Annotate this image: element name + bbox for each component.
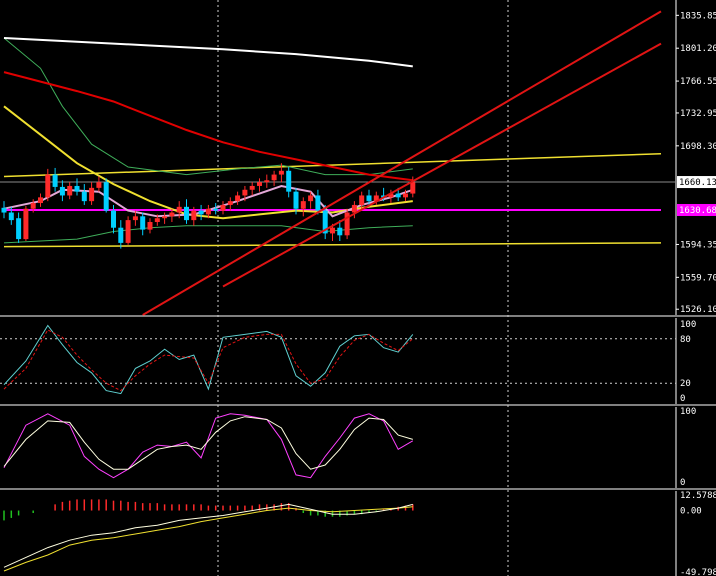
stoch-tick-label: 20 xyxy=(680,379,691,389)
channel-line-1 xyxy=(222,42,662,288)
candle-body xyxy=(162,216,168,219)
candle-body xyxy=(147,222,153,230)
candle-body xyxy=(89,187,95,202)
highlight-price-label: 1630.68 xyxy=(679,206,716,216)
candle-body xyxy=(337,227,343,236)
horizontal-level-1 xyxy=(3,242,662,248)
candle-body xyxy=(249,185,255,190)
candle-body xyxy=(184,206,189,221)
candle-body xyxy=(67,185,73,196)
ma-slow-line xyxy=(3,71,413,182)
candle-body xyxy=(118,227,124,243)
candle-body xyxy=(286,170,292,192)
candle-body xyxy=(410,182,416,194)
candle-body xyxy=(96,182,102,188)
candle-body xyxy=(154,218,160,223)
candle-body xyxy=(330,227,335,234)
price-tick-label: 1698.30 xyxy=(680,142,716,152)
candle-body xyxy=(264,180,270,183)
candle-body xyxy=(257,182,262,186)
candle-body xyxy=(388,193,394,198)
ma-mid-line xyxy=(3,105,413,220)
candle-body xyxy=(308,195,314,202)
candle-body xyxy=(359,195,365,205)
bollinger-upper-line xyxy=(3,37,413,176)
candle-body xyxy=(8,212,14,221)
kd-series-1 xyxy=(3,416,413,470)
stoch-tick-label: 100 xyxy=(680,320,696,330)
candle-body xyxy=(293,191,299,209)
candle-body xyxy=(351,204,357,213)
stoch-series-1 xyxy=(3,329,414,392)
channel-line-0 xyxy=(142,10,662,316)
highlight-price-label-bg xyxy=(677,203,716,216)
candle-body xyxy=(103,182,109,211)
price-tick-label: 1526.10 xyxy=(680,305,716,315)
candle-body xyxy=(111,210,116,228)
ma-fast-line xyxy=(3,37,413,68)
price-tick-label: 1594.35 xyxy=(680,240,716,250)
candle-body xyxy=(169,212,175,217)
macd-tick-label: 0.00 xyxy=(680,507,702,517)
candle-body xyxy=(213,208,219,211)
candle-body xyxy=(198,210,204,215)
bollinger-lower-line xyxy=(3,225,413,244)
price-tick-label: 1801.20 xyxy=(680,44,716,54)
current-price-label-bg xyxy=(677,176,716,189)
candle-body xyxy=(52,174,58,187)
candle-body xyxy=(373,195,379,202)
candle-body xyxy=(227,201,233,205)
macd-tick-label: -49.7986 xyxy=(680,568,716,576)
candle-body xyxy=(315,195,321,211)
price-tick-label: 1835.85 xyxy=(680,11,716,21)
candle-body xyxy=(366,195,372,202)
stoch-tick-label: 0 xyxy=(680,394,685,404)
kd-tick-label: 100 xyxy=(680,407,696,417)
candle-body xyxy=(16,218,22,240)
price-tick-label: 1766.55 xyxy=(680,77,716,87)
candle-body xyxy=(191,210,197,221)
candle-body xyxy=(242,189,248,196)
candle-body xyxy=(220,204,226,211)
candle-body xyxy=(235,195,241,202)
candle-body xyxy=(1,207,7,213)
candle-body xyxy=(125,220,131,243)
macd-series-1 xyxy=(3,503,413,568)
candle-body xyxy=(81,191,87,202)
candle-body xyxy=(271,174,277,181)
candle-body xyxy=(300,201,306,209)
stoch-tick-label: 80 xyxy=(680,335,691,345)
stoch-series-0 xyxy=(3,324,414,395)
kd-series-0 xyxy=(3,413,414,479)
candle-body xyxy=(176,206,182,213)
candle-body xyxy=(395,193,401,198)
macd-series-0 xyxy=(3,506,413,572)
candle-body xyxy=(23,208,29,240)
candle-body xyxy=(278,170,284,175)
candle-body xyxy=(344,212,350,236)
current-price-label: 1660.13 xyxy=(679,178,716,188)
macd-tick-label: 12.5788 xyxy=(680,491,716,501)
candle-body xyxy=(45,174,51,198)
candle-body xyxy=(140,216,146,230)
price-tick-label: 1732.95 xyxy=(680,109,716,119)
candle-body xyxy=(132,216,138,221)
price-tick-label: 1559.70 xyxy=(680,273,716,283)
horizontal-level-0 xyxy=(3,152,662,178)
kd-tick-label: 0 xyxy=(680,478,685,488)
candle-body xyxy=(59,186,65,196)
candle-body xyxy=(205,208,211,215)
candle-body xyxy=(30,203,36,209)
candle-body xyxy=(322,210,328,234)
candle-body xyxy=(74,185,80,192)
candle-body xyxy=(38,197,43,204)
candle-body xyxy=(403,193,408,198)
